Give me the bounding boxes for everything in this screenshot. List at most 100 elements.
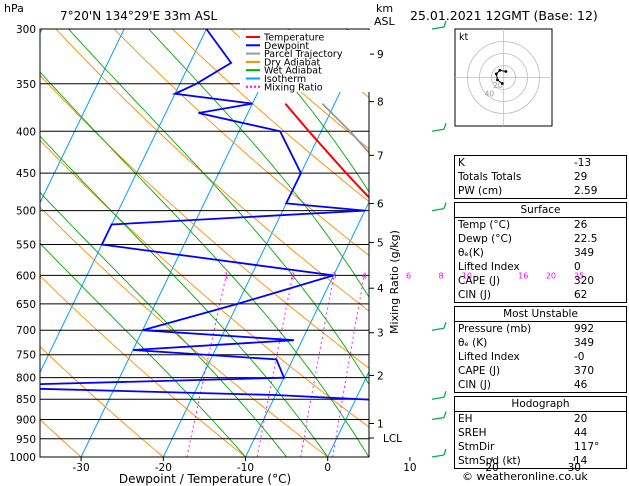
left-unit-label: hPa	[4, 2, 24, 15]
indices-panel: K -13 Totals Totals 29 PW (cm) 2.59 Surface T…	[454, 155, 627, 472]
km-tick-label: 1	[377, 418, 384, 430]
surface-value: 0	[574, 261, 581, 273]
surface-row: Lifted Index 0	[455, 260, 626, 274]
wind-barb	[431, 391, 447, 400]
mixing-ratio-label: 1	[224, 271, 229, 280]
datetime-title: 25.01.2021 12GMT (Base: 12)	[410, 8, 598, 23]
km-tick-label: 7	[377, 150, 384, 162]
legend-label: Parcel Trajectory	[264, 49, 343, 60]
pressure-tick-label: 600	[16, 270, 36, 282]
lcl-label: LCL	[383, 433, 402, 445]
most_unstable-value: -0	[574, 351, 585, 363]
pressure-tick-label: 550	[16, 239, 36, 251]
mixing-ratio-label: 2	[290, 271, 295, 280]
dry-adiabat-line	[40, 346, 164, 457]
temp-tick-label: -10	[237, 462, 254, 474]
hodograph-value: 14	[574, 455, 588, 467]
surface-row: Temp (°C) 26	[455, 218, 626, 232]
surface-row: CAPE (J) 320	[455, 274, 626, 288]
temp-tick-label: 10	[403, 462, 416, 474]
km-tick-label: 3	[377, 328, 384, 340]
pressure-tick-label: 500	[16, 206, 36, 218]
most_unstable-value: 46	[574, 379, 588, 391]
isotherm-line	[245, 201, 369, 457]
hodograph-row: StmSpd (kt) 14	[455, 454, 626, 468]
surface-key: Temp (°C)	[458, 219, 511, 231]
indices-key: K	[458, 157, 465, 169]
hodograph-key: EH	[458, 413, 473, 425]
surface-row: CIN (J) 62	[455, 288, 626, 302]
hodograph-point	[498, 68, 502, 72]
most_unstable-row: CIN (J) 46	[455, 378, 626, 392]
hodograph-row: EH 20	[455, 412, 626, 426]
pressure-tick-label: 900	[16, 415, 36, 427]
isotherm-line	[327, 370, 369, 457]
km-tick-label: 8	[377, 97, 384, 109]
dry-adiabat-line	[113, 29, 369, 257]
mixing-ratio-line	[256, 275, 294, 457]
hodograph-point	[504, 70, 508, 73]
pressure-tick-label: 650	[16, 299, 36, 311]
pressure-tick-label: 750	[16, 350, 36, 362]
pressure-tick-label: 350	[16, 79, 36, 91]
hodograph-row: SREH 44	[455, 426, 626, 440]
most_unstable-key: θₑ (K)	[458, 337, 488, 349]
hodograph-point	[494, 72, 498, 76]
surface-row: Dewp (°C) 22.5	[455, 232, 626, 246]
hodograph-point	[500, 82, 504, 85]
legend-box	[240, 30, 370, 92]
dry-adiabat-line	[40, 418, 82, 457]
x-axis-label: Dewpoint / Temperature (°C)	[119, 472, 291, 486]
hodograph-table: Hodograph EH 20 SREH 44 StmDir 117° StmSpd (kt…	[454, 396, 627, 469]
temperature-line	[284, 102, 369, 199]
indices-row: K -13	[455, 156, 626, 170]
hodograph-key: SREH	[458, 427, 487, 439]
mixing-ratio-label: 3	[331, 271, 336, 280]
surface-value: 22.5	[574, 233, 598, 245]
wet-adiabat-line	[148, 29, 369, 299]
temp-tick-label: 0	[324, 462, 331, 474]
isotherm-line	[40, 29, 125, 204]
wind-barb	[431, 411, 447, 421]
wet-adiabat-line	[242, 29, 369, 193]
surface-value: 320	[574, 275, 595, 287]
pressure-tick-label: 450	[16, 168, 36, 180]
indices-value: 2.59	[574, 185, 598, 197]
surface-key: CAPE (J)	[458, 275, 501, 287]
pressure-tick-label: 300	[16, 24, 36, 36]
hodograph-point	[496, 78, 499, 82]
hodograph-unit-label: kt	[459, 32, 469, 43]
legend-label: Isotherm	[264, 74, 306, 85]
surface-key: θₑ(K)	[458, 247, 484, 259]
wind-barb	[431, 322, 447, 331]
mixing-ratio-label: 10	[462, 271, 472, 280]
isotherm-line	[80, 29, 290, 457]
location-title: 7°20'N 134°29'E 33m ASL	[60, 9, 217, 23]
km-tick-label: 6	[377, 198, 384, 210]
surface-row: θₑ(K) 349	[455, 246, 626, 260]
most_unstable-key: CAPE (J)	[458, 365, 501, 377]
hodograph-value: 20	[574, 413, 588, 425]
most_unstable-value: 992	[574, 323, 595, 335]
surface-key: Lifted Index	[458, 261, 520, 273]
most-unstable-table: Most Unstable Pressure (mb) 992 θₑ (K) 349 L…	[454, 306, 627, 393]
mixing-ratio-label: 6	[406, 271, 411, 280]
pressure-tick-label: 400	[16, 126, 36, 138]
most_unstable-row: Lifted Index -0	[455, 350, 626, 364]
legend-label: Dewpoint	[264, 41, 309, 52]
isotherm-line	[162, 31, 369, 457]
indices-row: PW (cm) 2.59	[455, 184, 626, 198]
most_unstable-row: Pressure (mb) 992	[455, 322, 626, 336]
hodograph-key: StmSpd (kt)	[458, 455, 521, 467]
legend-label: Wet Adiabat	[264, 66, 322, 77]
hodograph-key: StmDir	[458, 441, 495, 453]
temp-tick-label: -30	[73, 462, 90, 474]
most_unstable-value: 370	[574, 365, 595, 377]
surface-key: CIN (J)	[458, 289, 491, 301]
mixing-ratio-label: 20	[546, 271, 556, 280]
pressure-tick-label: 1000	[9, 452, 36, 464]
hodograph-header: Hodograph	[455, 397, 626, 412]
most-unstable-header: Most Unstable	[455, 307, 626, 322]
most_unstable-key: CIN (J)	[458, 379, 491, 391]
